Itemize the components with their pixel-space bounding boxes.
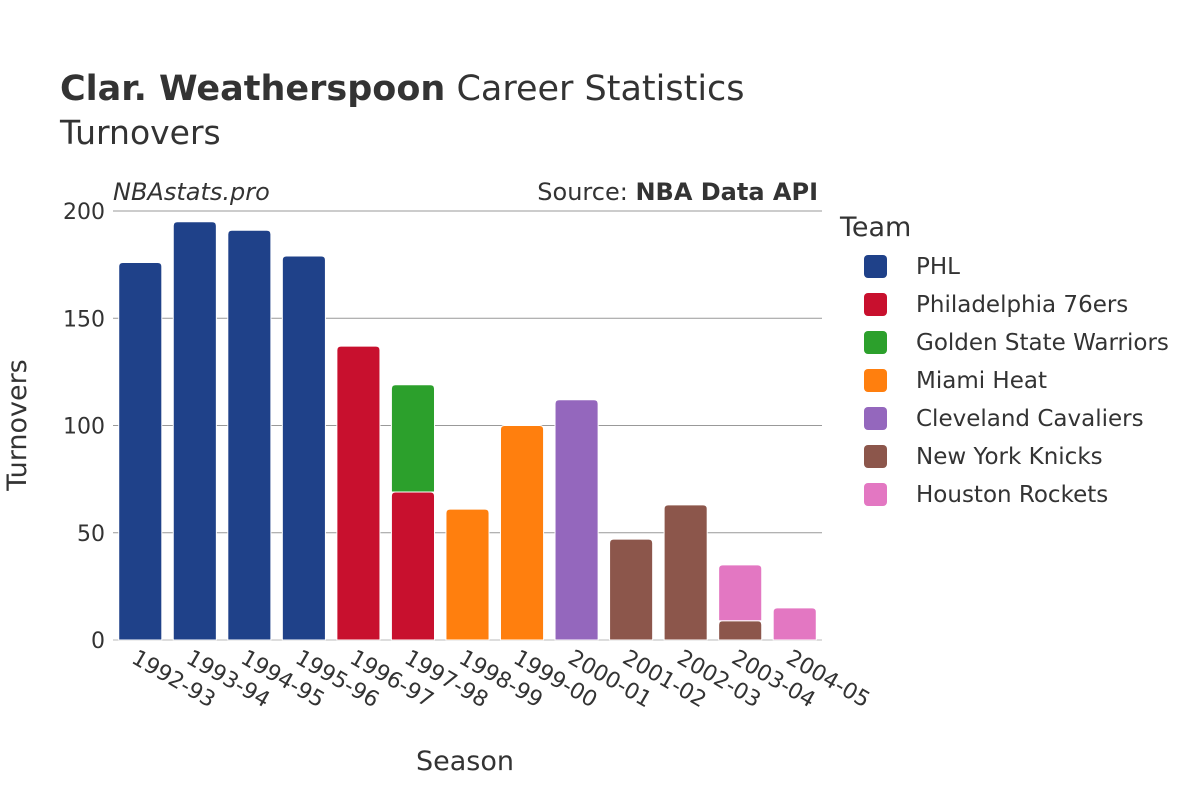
bar-segment [499, 425, 545, 641]
bar-segment [390, 491, 436, 641]
legend-swatch [864, 445, 887, 468]
bar-segment [772, 607, 817, 641]
y-tick-label: 100 [63, 415, 105, 440]
legend: PHL Philadelphia 76ers Golden State Warrio… [864, 254, 1169, 508]
legend-label: Golden State Warriors [916, 330, 1169, 356]
bar-segment [718, 564, 763, 622]
chart-title-player: Clar. Weatherspoon [60, 69, 445, 109]
y-tick-label: 200 [63, 200, 105, 225]
y-axis-title: Turnovers [2, 359, 33, 492]
source-credit: Source: NBA Data API [537, 178, 818, 206]
bars [118, 221, 817, 641]
bar-segment [718, 620, 763, 641]
bar-segment [172, 221, 217, 641]
x-axis-ticks: 1992-931993-941994-951995-961996-971997-… [127, 646, 874, 714]
legend-title: Team [839, 212, 911, 243]
y-tick-label: 0 [91, 629, 105, 654]
source-value: NBA Data API [635, 178, 818, 206]
legend-swatch [864, 331, 887, 354]
y-tick-label: 50 [77, 522, 105, 547]
legend-label: Cleveland Cavaliers [916, 406, 1144, 432]
bar-segment [281, 255, 326, 641]
y-axis-ticks: 0 50 100 150 200 [63, 200, 105, 654]
x-axis-title: Season [416, 746, 514, 777]
legend-swatch [864, 407, 887, 430]
chart-title: Clar. Weatherspoon Career Statistics [60, 69, 745, 109]
bar-segment [336, 345, 381, 641]
bar-segment [609, 538, 654, 641]
bar-segment [445, 508, 490, 641]
bar-segment [118, 261, 163, 641]
watermark: NBAstats.pro [113, 178, 270, 206]
bar-segment [663, 504, 708, 641]
chart-title-rest: Career Statistics [445, 69, 744, 109]
legend-label: New York Knicks [916, 444, 1103, 470]
bar-segment [554, 399, 599, 641]
legend-label: Houston Rockets [916, 482, 1108, 508]
legend-swatch [864, 483, 887, 506]
legend-swatch [864, 255, 887, 278]
bar-segment [227, 229, 272, 641]
legend-swatch [864, 293, 887, 316]
source-label: Source: [537, 178, 635, 206]
y-tick-label: 150 [63, 307, 105, 332]
bar-segment [390, 384, 436, 493]
legend-label: Philadelphia 76ers [916, 292, 1128, 318]
legend-swatch [864, 369, 887, 392]
legend-label: PHL [916, 254, 960, 280]
legend-label: Miami Heat [916, 368, 1047, 394]
chart-subtitle: Turnovers [59, 113, 221, 152]
